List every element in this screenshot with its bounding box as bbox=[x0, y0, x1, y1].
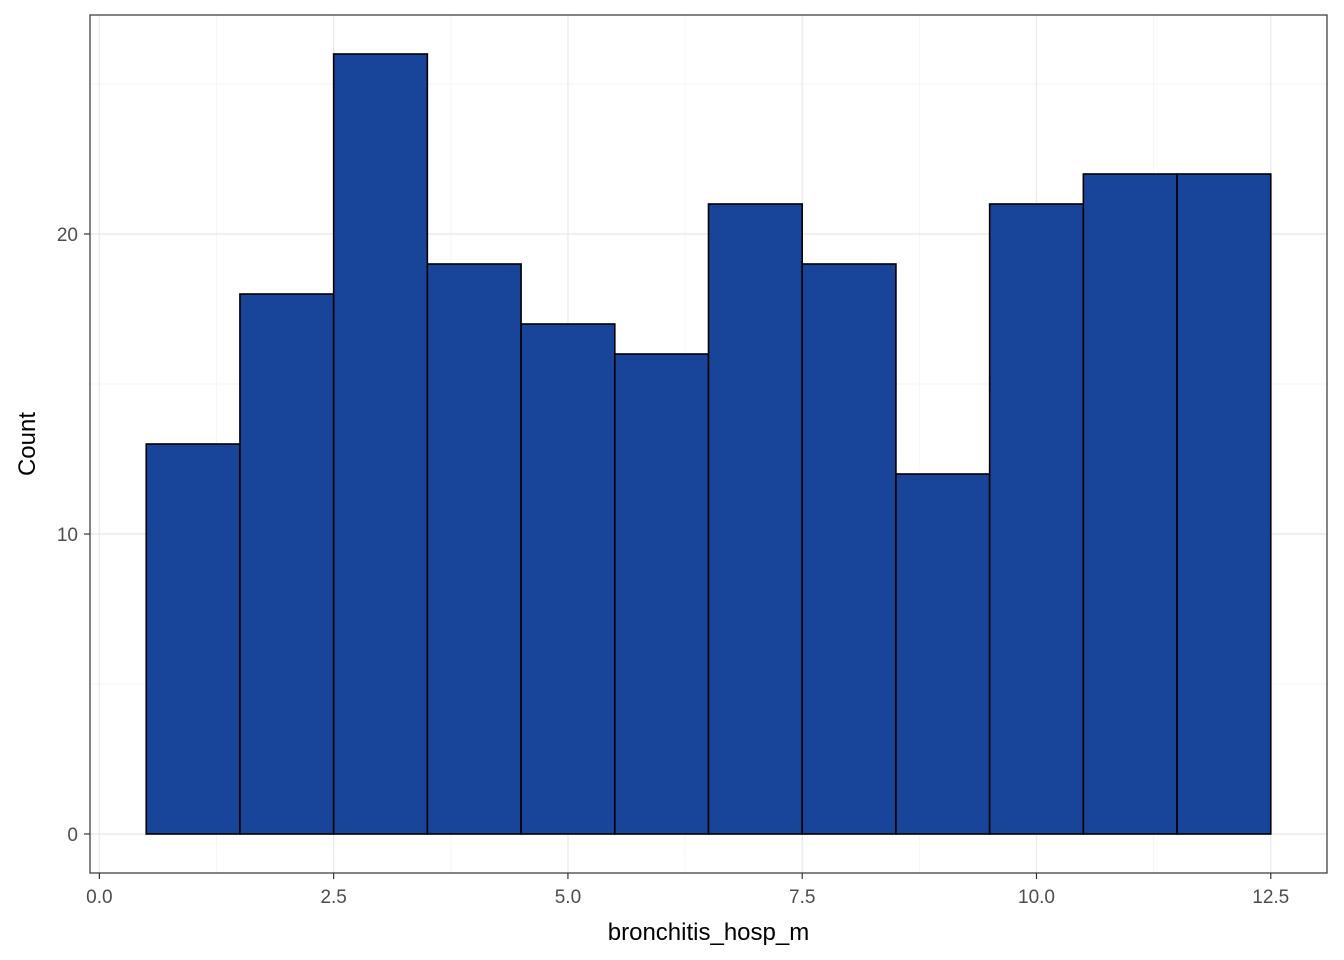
x-tick-label: 2.5 bbox=[320, 887, 346, 908]
histogram-bar bbox=[988, 203, 1085, 835]
histogram-bar bbox=[613, 353, 710, 835]
y-axis: 0 10 20 bbox=[57, 225, 90, 846]
x-tick-label: 7.5 bbox=[789, 887, 815, 908]
histogram-bar bbox=[239, 293, 335, 835]
histogram-bars bbox=[145, 53, 1272, 835]
x-axis-title: bronchitis_hosp_m bbox=[608, 919, 809, 946]
y-tick-label: 10 bbox=[57, 525, 78, 546]
histogram-bar bbox=[520, 323, 616, 835]
histogram-bar bbox=[1082, 173, 1178, 835]
histogram-bar bbox=[801, 263, 897, 835]
histogram-bar bbox=[1176, 173, 1272, 835]
histogram-bar bbox=[332, 53, 429, 835]
x-tick-label: 10.0 bbox=[1018, 887, 1055, 908]
histogram-bar bbox=[426, 263, 522, 835]
histogram-bar bbox=[895, 473, 991, 835]
y-tick-label: 20 bbox=[57, 225, 78, 246]
histogram-bar bbox=[145, 443, 241, 835]
x-tick-label: 0.0 bbox=[86, 887, 112, 908]
x-tick-label: 5.0 bbox=[555, 887, 581, 908]
x-tick-label: 12.5 bbox=[1252, 887, 1289, 908]
y-axis-title: Count bbox=[14, 412, 41, 476]
panel-border bbox=[89, 14, 1328, 874]
x-axis: 0.0 2.5 5.0 7.5 10.0 12.5 bbox=[86, 873, 1289, 908]
histogram-bar bbox=[707, 203, 804, 835]
y-tick-label: 0 bbox=[67, 825, 78, 846]
